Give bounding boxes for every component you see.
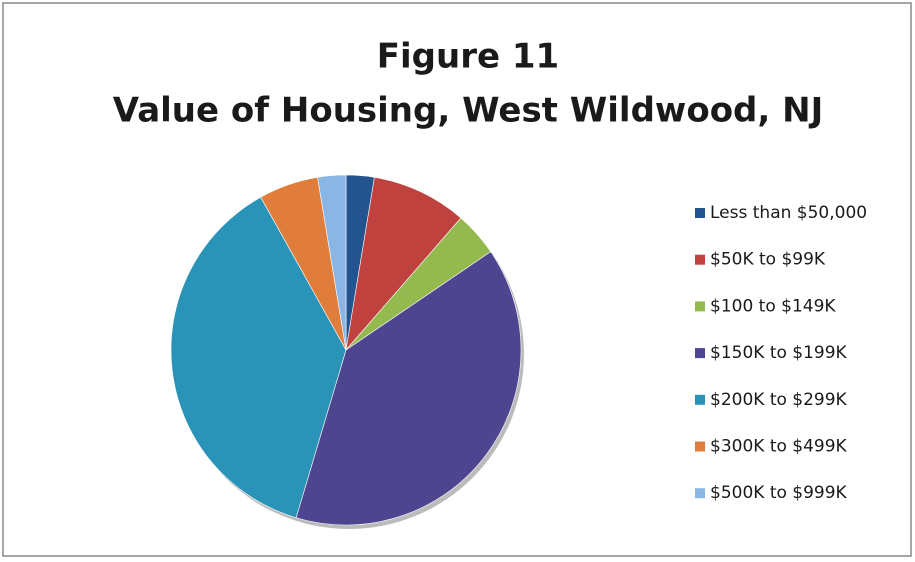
legend-swatch	[695, 208, 705, 218]
chart-subtitle: Value of Housing, West Wildwood, NJ	[113, 91, 824, 131]
legend-swatch	[695, 301, 705, 312]
legend-label: $150K to $199K	[710, 343, 848, 363]
legend-label: $100 to $149K	[710, 296, 836, 316]
legend-label: $200K to $299K	[710, 390, 848, 410]
legend-label: $300K to $499K	[710, 437, 848, 457]
legend-swatch	[695, 348, 705, 359]
legend-label: $50K to $99K	[710, 250, 826, 270]
legend-swatch	[695, 394, 705, 405]
legend: Less than $50,000 $50K to $99K $100 to $14…	[695, 203, 867, 503]
chart-title: Figure 11	[377, 37, 559, 77]
legend-swatch	[695, 441, 705, 452]
legend-swatch	[695, 488, 705, 499]
pie-slice	[317, 174, 347, 351]
legend-label: $500K to $999K	[710, 483, 848, 503]
pie-slice	[295, 251, 522, 526]
legend-swatch	[695, 254, 705, 265]
pie	[170, 174, 524, 529]
pie-slice	[170, 196, 347, 519]
pie-slice	[345, 176, 462, 351]
legend-label: Less than $50,000	[710, 203, 867, 223]
